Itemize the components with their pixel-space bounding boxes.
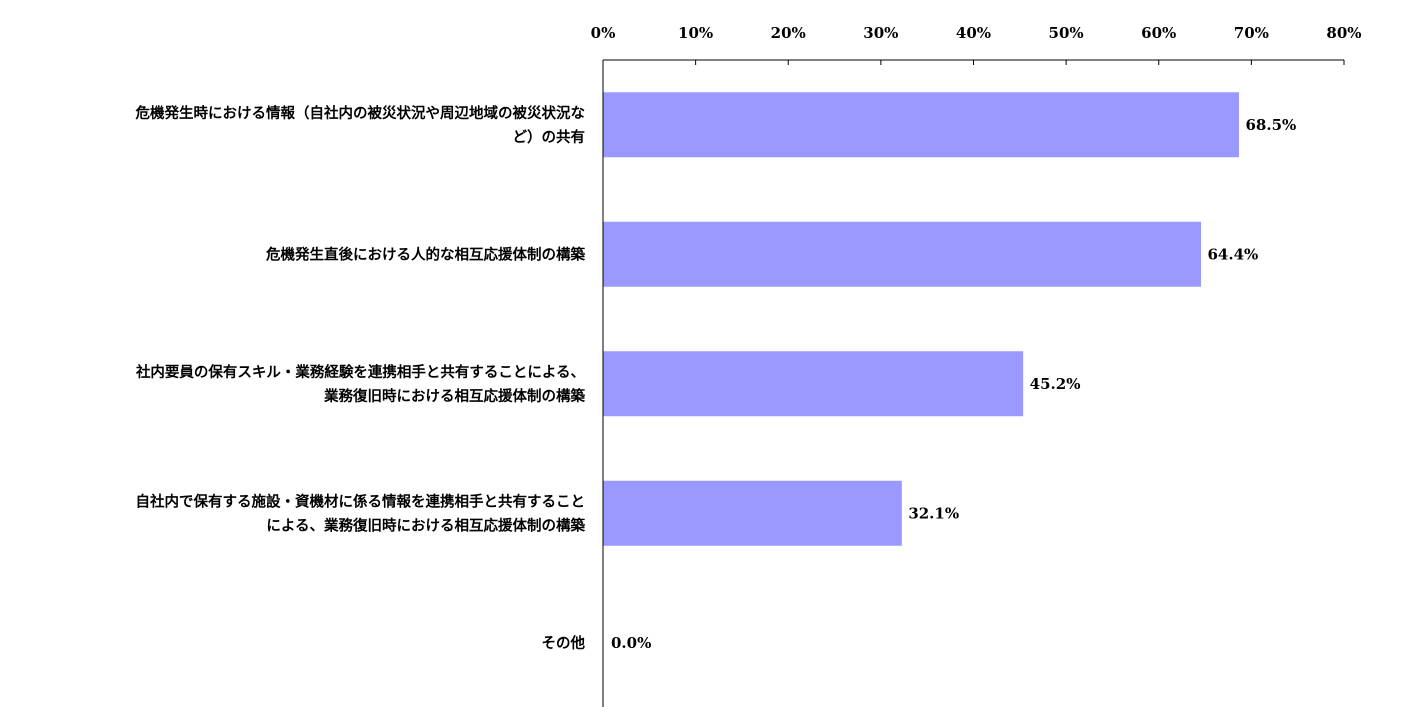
bar: [603, 221, 1202, 287]
bar-value-label: 68.5%: [1245, 116, 1296, 134]
bar-value-label: 32.1%: [908, 504, 959, 522]
bar: [603, 480, 902, 546]
category-label: 社内要員の保有スキル・業務経験を連携相手と共有することによる、: [135, 363, 585, 381]
category-label: 自社内で保有する施設・資機材に係る情報を連携相手と共有すること: [136, 492, 586, 510]
x-tick-label: 70%: [1234, 24, 1269, 42]
category-label: による、業務復旧時における相互応援体制の構築: [266, 516, 585, 534]
category-label: 業務復旧時における相互応援体制の構築: [323, 387, 585, 405]
bar-value-label: 0.0%: [611, 634, 651, 652]
x-tick-label: 30%: [863, 24, 898, 42]
bar-value-label: 45.2%: [1030, 375, 1081, 393]
x-tick-label: 0%: [591, 24, 616, 42]
x-tick-label: 60%: [1141, 24, 1176, 42]
x-tick-label: 80%: [1326, 24, 1361, 42]
category-label: ど）の共有: [513, 128, 586, 146]
x-tick-label: 20%: [771, 24, 806, 42]
bar: [603, 351, 1024, 417]
category-label: 危機発生直後における人的な相互応援体制の構築: [266, 245, 585, 263]
category-label: 危機発生時における情報（自社内の被災状況や周辺地域の被災状況な: [136, 104, 586, 122]
bar-value-label: 64.4%: [1208, 245, 1259, 263]
x-tick-label: 50%: [1049, 24, 1084, 42]
bar: [603, 92, 1239, 158]
x-tick-label: 10%: [678, 24, 713, 42]
x-tick-label: 40%: [956, 24, 991, 42]
category-label: その他: [542, 634, 586, 652]
